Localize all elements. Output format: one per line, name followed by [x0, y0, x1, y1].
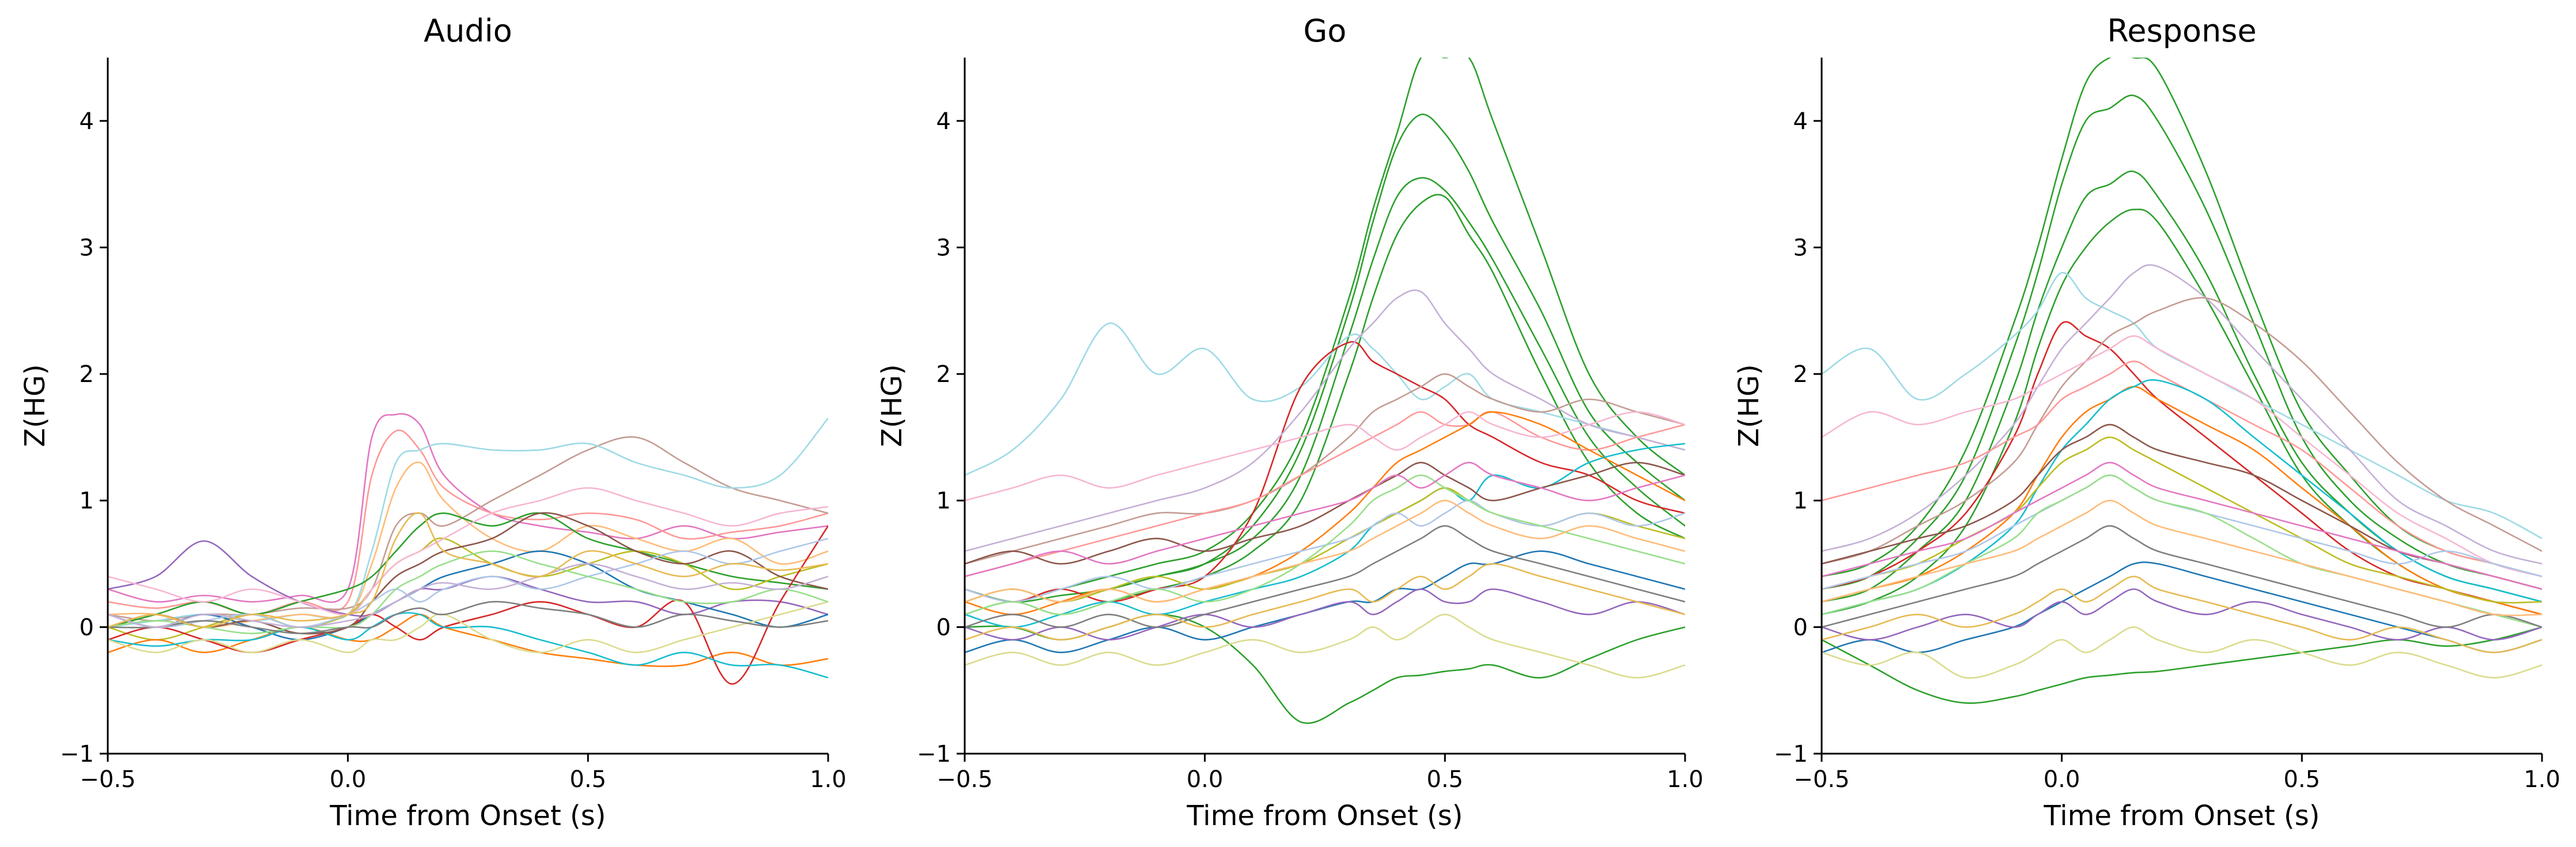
series-line [108, 550, 828, 641]
series-line [965, 614, 1685, 724]
x-tick-label: 1.0 [810, 766, 847, 793]
y-tick-label: −1 [1774, 741, 1808, 767]
y-tick-label: 0 [936, 614, 951, 641]
y-tick-label: 4 [80, 108, 94, 135]
series-line [1822, 436, 2542, 604]
series-line [965, 474, 1685, 615]
series-line [965, 373, 1685, 565]
y-tick-label: 2 [80, 361, 94, 388]
series-line [1822, 360, 2542, 577]
series-line [965, 614, 1685, 679]
series-line [1822, 335, 2542, 577]
x-axis-label: Time from Onset (s) [1187, 800, 1463, 832]
traces [1822, 58, 2542, 704]
x-tick-label: 0.0 [330, 766, 367, 793]
series-line [1822, 94, 2542, 590]
series-line [108, 436, 828, 622]
series-line [108, 512, 828, 628]
series-line [108, 512, 828, 635]
series-line [1822, 462, 2542, 590]
series-line [108, 600, 828, 634]
series-line [965, 550, 1685, 653]
series-line [1822, 561, 2542, 653]
x-tick-label: 0.5 [570, 766, 607, 793]
y-tick-label: 3 [80, 235, 94, 261]
series-line [108, 538, 828, 628]
series-line [965, 411, 1685, 577]
x-tick-label: 1.0 [2524, 766, 2560, 793]
series-line [965, 411, 1685, 501]
series-line [965, 114, 1685, 603]
series-line [1822, 500, 2542, 617]
chart-title: Go [1304, 13, 1347, 49]
y-tick-label: 0 [1793, 614, 1808, 641]
y-tick-label: −1 [60, 741, 94, 767]
series-line [1822, 576, 2542, 653]
chart-panel-response: −0.5 0.0 0.5 1.0 −1 0 1 2 3 4 Response Time from On… [1733, 13, 2560, 832]
series-line [1822, 264, 2542, 565]
series-line [1822, 588, 2542, 641]
chart-title: Audio [424, 13, 512, 49]
series-line [1822, 626, 2542, 704]
y-tick-label: 0 [80, 614, 94, 641]
y-axis-label: Z(HG) [1733, 364, 1765, 447]
series-line [965, 588, 1685, 641]
x-tick-label: −0.5 [1793, 766, 1849, 793]
x-tick-label: 0.0 [1187, 766, 1223, 793]
series-line [108, 612, 828, 679]
series-line [965, 500, 1685, 603]
y-tick-label: −1 [917, 741, 951, 767]
series-line [1822, 474, 2542, 628]
series-line [108, 413, 828, 603]
series-line [108, 563, 828, 628]
series-line [1822, 379, 2542, 615]
x-tick-label: 0.0 [2044, 766, 2080, 793]
series-line [965, 289, 1685, 552]
series-line [1822, 385, 2542, 615]
series-line [1822, 58, 2542, 577]
series-line [965, 500, 1685, 603]
series-line [1822, 297, 2542, 565]
series-line [1822, 272, 2542, 539]
x-tick-label: −0.5 [80, 766, 135, 793]
y-axis-label: Z(HG) [19, 364, 51, 447]
y-axis-label: Z(HG) [876, 364, 908, 447]
series-line [965, 525, 1685, 628]
chart-title: Response [2107, 13, 2256, 49]
x-tick-label: 0.5 [2284, 766, 2321, 793]
x-tick-label: 0.5 [1427, 766, 1464, 793]
chart-panel-go: −0.5 0.0 0.5 1.0 −1 0 1 2 3 4 Go Time from Onset (s… [876, 13, 1704, 832]
chart-panel-audio: −0.5 0.0 0.5 1.0 −1 0 1 2 3 4 Audio Time from Onset… [19, 13, 847, 832]
y-tick-label: 1 [1793, 488, 1808, 515]
y-tick-label: 4 [936, 108, 951, 135]
y-tick-label: 1 [936, 488, 951, 515]
series-line [965, 563, 1685, 641]
y-tick-label: 3 [1793, 235, 1808, 261]
y-tick-label: 3 [936, 235, 951, 261]
traces [965, 58, 1685, 724]
y-tick-label: 4 [1793, 108, 1808, 135]
x-axis-label: Time from Onset (s) [2044, 800, 2320, 832]
y-tick-label: 2 [936, 361, 951, 388]
x-tick-label: −0.5 [936, 766, 992, 793]
series-line [1822, 525, 2542, 628]
y-tick-label: 2 [1793, 361, 1808, 388]
x-axis-label: Time from Onset (s) [330, 800, 606, 832]
series-line [1822, 626, 2542, 679]
traces [108, 413, 828, 685]
x-tick-label: 1.0 [1667, 766, 1704, 793]
series-line [108, 487, 828, 616]
series-line [965, 58, 1685, 603]
y-tick-label: 1 [80, 488, 94, 515]
series-line [108, 537, 828, 641]
series-line [108, 550, 828, 634]
series-line [108, 512, 828, 628]
series-line [965, 462, 1685, 577]
